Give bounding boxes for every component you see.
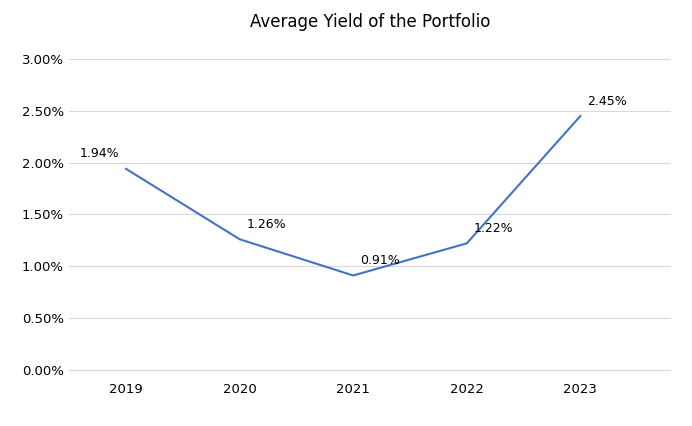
Title: Average Yield of the Portfolio: Average Yield of the Portfolio (250, 13, 491, 31)
Text: 1.26%: 1.26% (246, 218, 286, 231)
Text: 1.22%: 1.22% (474, 222, 513, 235)
Text: 0.91%: 0.91% (360, 254, 400, 267)
Text: 2.45%: 2.45% (588, 95, 627, 108)
Text: 1.94%: 1.94% (80, 147, 119, 161)
